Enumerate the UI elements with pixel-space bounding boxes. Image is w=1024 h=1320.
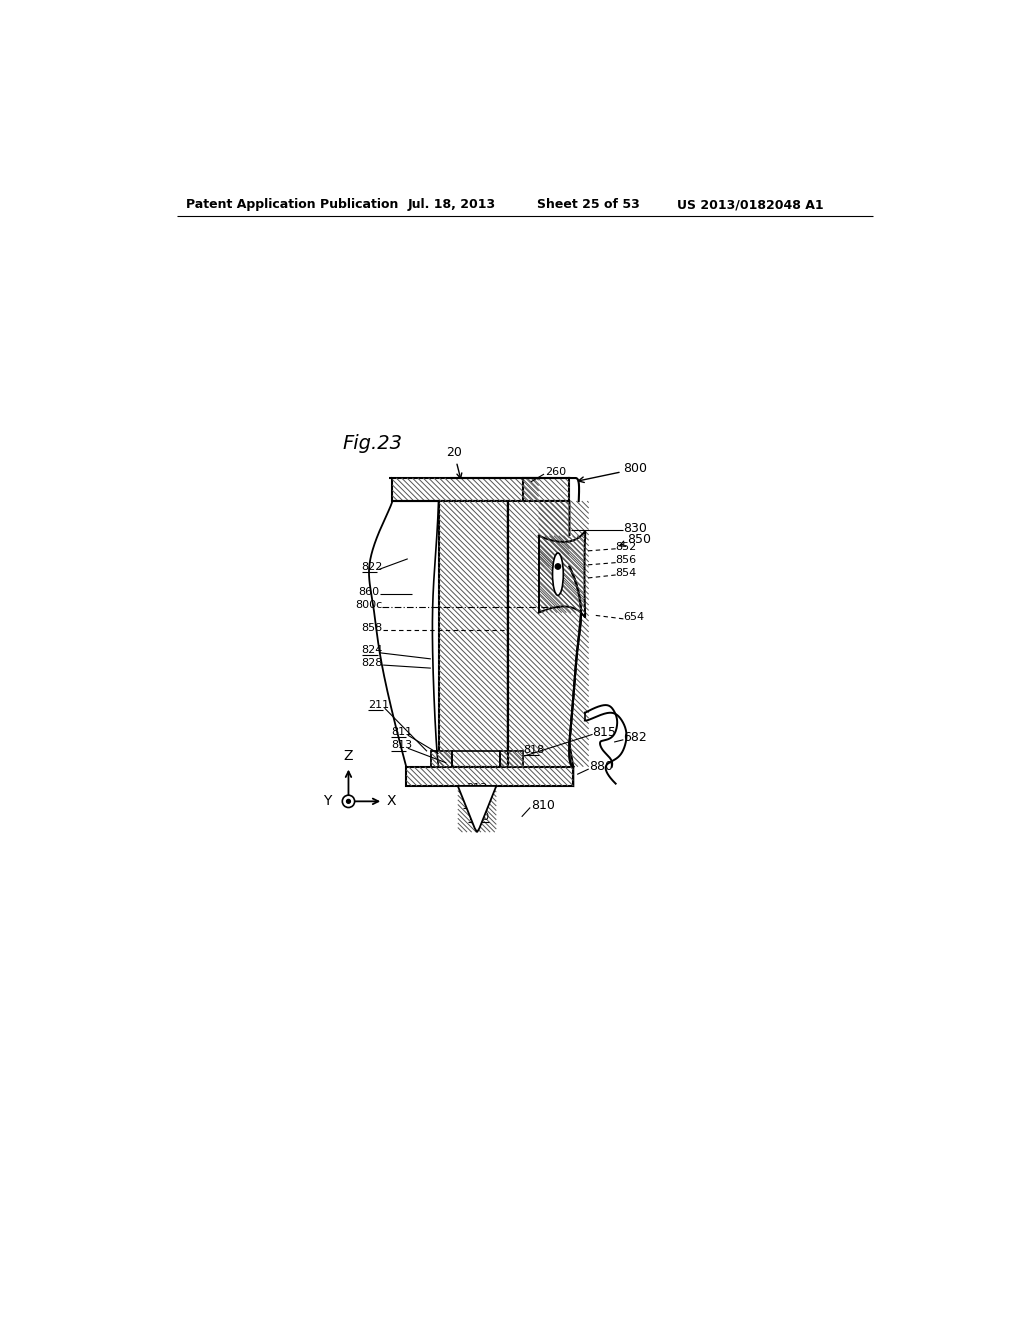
Text: US 2013/0182048 A1: US 2013/0182048 A1 [677,198,824,211]
Text: 213: 213 [467,783,487,793]
Circle shape [346,800,350,804]
Text: 854: 854 [615,568,637,578]
Text: 850: 850 [628,533,651,546]
Text: 830: 830 [624,521,647,535]
Bar [407,767,573,785]
Text: 852: 852 [615,543,637,552]
Bar [523,478,569,502]
Text: 810: 810 [531,799,555,812]
Bar [539,502,569,566]
Text: 813: 813 [391,741,412,750]
Text: Y: Y [324,795,332,808]
Polygon shape [458,785,497,832]
Text: 822: 822 [361,561,383,572]
Text: X: X [387,795,396,808]
Bar [500,751,523,767]
Text: 824: 824 [361,644,383,655]
Circle shape [555,564,560,569]
Text: 216: 216 [463,797,483,807]
Text: 800c: 800c [355,601,383,610]
Text: 260: 260 [545,467,566,477]
Text: 811: 811 [391,727,412,737]
Text: Fig.23: Fig.23 [342,434,402,453]
Text: 818: 818 [523,744,545,755]
Bar [539,536,585,612]
Text: 815: 815 [593,726,616,739]
Text: 860: 860 [358,587,380,597]
Text: Sheet 25 of 53: Sheet 25 of 53 [538,198,640,211]
Bar [438,502,508,767]
Text: 20: 20 [446,446,462,478]
Text: 858: 858 [361,623,383,634]
Text: Z: Z [344,748,353,763]
Text: 828: 828 [361,657,383,668]
Polygon shape [508,502,581,785]
Circle shape [342,795,354,808]
Text: 654: 654 [624,611,644,622]
Text: Patent Application Publication: Patent Application Publication [186,198,398,211]
Text: Jul. 18, 2013: Jul. 18, 2013 [408,198,496,211]
Ellipse shape [553,553,563,595]
Bar [392,478,539,502]
Text: 856: 856 [615,556,637,565]
Text: 880: 880 [589,760,612,774]
Text: 211: 211 [368,700,389,710]
Bar [431,751,453,767]
Text: 800: 800 [624,462,647,475]
Text: 682: 682 [624,731,647,744]
Text: 210: 210 [468,812,489,822]
